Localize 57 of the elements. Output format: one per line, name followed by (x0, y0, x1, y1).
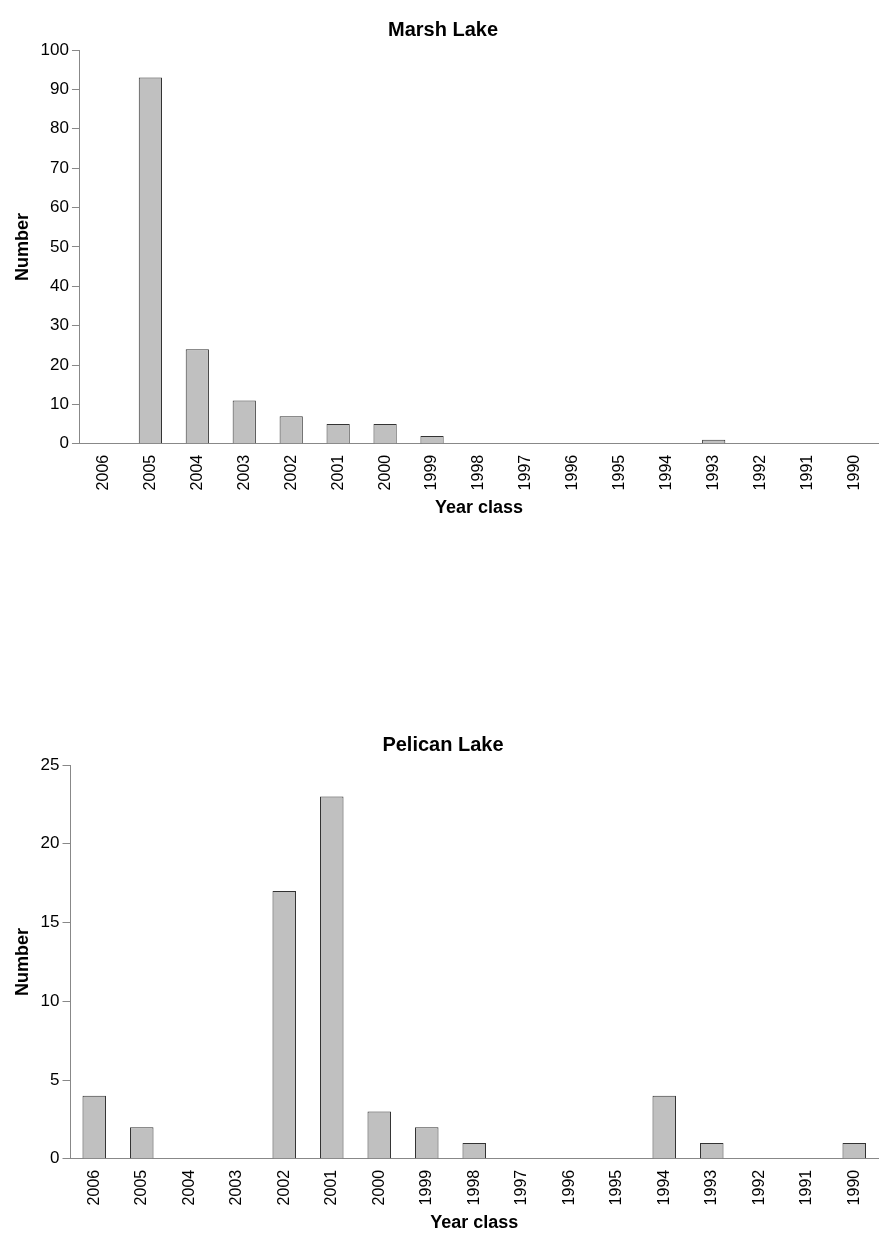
x-tick-label: 2002 (281, 454, 299, 491)
x-tick-label: 2003 (234, 454, 252, 491)
x-tick-label: 1996 (559, 1169, 577, 1206)
chart-title: Marsh Lake (387, 17, 499, 40)
x-tick-label: 1999 (422, 454, 440, 491)
x-tick-label: 1995 (610, 454, 628, 491)
x-tick-label: 1998 (469, 454, 487, 491)
x-tick-label: 1998 (464, 1169, 482, 1206)
x-tick-label: 1999 (417, 1169, 435, 1206)
y-tick-label: 70 (50, 157, 69, 177)
x-tick-label: 1997 (512, 1169, 530, 1206)
x-axis-title: Year class (430, 1212, 519, 1233)
y-tick-label: 15 (40, 912, 60, 932)
x-tick-label: 2006 (93, 454, 111, 491)
x-tick-label: 1993 (704, 454, 722, 491)
y-tick-label: 100 (40, 39, 69, 59)
x-tick-label: 1995 (607, 1169, 625, 1206)
x-tick-label: 2000 (369, 1169, 387, 1206)
y-axis-title: Number (11, 212, 32, 281)
y-tick-label: 20 (40, 833, 60, 853)
x-tick-label: 2003 (227, 1169, 245, 1206)
x-tick-label: 2001 (328, 454, 346, 491)
y-tick-label: 10 (50, 394, 69, 414)
y-tick-label: 80 (50, 118, 69, 138)
y-tick-label: 25 (40, 754, 60, 774)
x-tick-label: 2000 (375, 454, 393, 491)
x-tick-label: 1996 (563, 454, 581, 491)
x-tick-label: 2005 (132, 1169, 150, 1206)
y-tick-label: 0 (59, 433, 69, 453)
y-tick-label: 30 (50, 315, 69, 335)
x-tick-label: 1994 (657, 454, 675, 491)
x-axis-title: Year class (434, 497, 524, 518)
y-tick-label: 90 (50, 79, 69, 99)
x-tick-label: 1992 (749, 1169, 767, 1206)
y-axis-title: Number (11, 927, 32, 996)
y-tick-label: 60 (50, 197, 69, 217)
x-tick-label: 2004 (179, 1169, 197, 1206)
x-tick-label: 2001 (322, 1169, 340, 1206)
x-tick-label: 1991 (797, 454, 815, 491)
y-tick-label: 20 (50, 354, 69, 374)
x-tick-label: 2006 (84, 1169, 102, 1206)
y-tick-label: 10 (40, 990, 60, 1010)
x-tick-label: 1991 (797, 1169, 815, 1206)
x-tick-label: 1990 (844, 1169, 862, 1206)
y-tick-label: 0 (50, 1148, 60, 1168)
x-tick-label: 1993 (702, 1169, 720, 1206)
x-tick-label: 2005 (140, 454, 158, 491)
x-tick-label: 1990 (844, 454, 862, 491)
x-tick-label: 2002 (274, 1169, 292, 1206)
chart-title: Pelican Lake (382, 732, 504, 755)
x-tick-label: 1994 (654, 1169, 672, 1206)
y-tick-label: 5 (50, 1069, 60, 1089)
x-tick-label: 2004 (187, 454, 205, 491)
y-tick-label: 40 (50, 275, 69, 295)
y-tick-label: 50 (50, 236, 69, 256)
x-tick-label: 1997 (516, 454, 534, 491)
x-tick-label: 1992 (751, 454, 769, 491)
